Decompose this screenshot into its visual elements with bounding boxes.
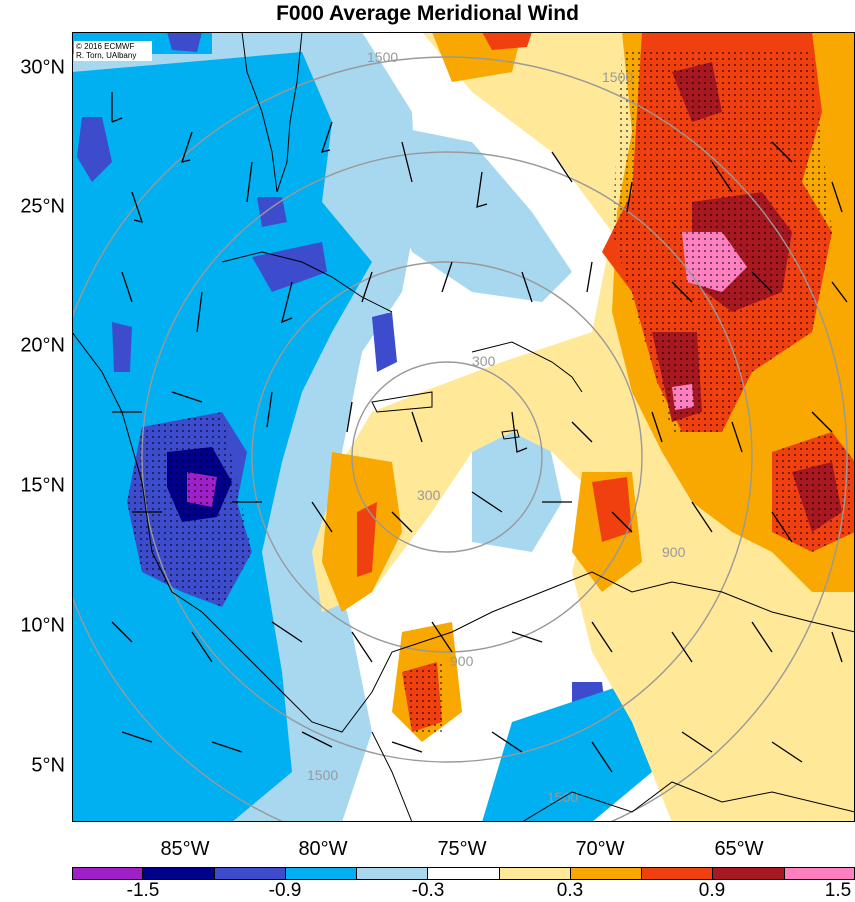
credit-box: © 2016 ECMWF R. Torn, UAlbany [74, 41, 152, 61]
meridional-wind-map: 300 300 900 900 1500 1500 1500 1500 [72, 32, 855, 822]
ring-label-300: 300 [472, 353, 496, 369]
ring-label-1500: 1500 [367, 49, 398, 65]
lat-label: 25°N [20, 195, 65, 218]
lon-label: 80°W [298, 838, 348, 860]
lat-label: 20°N [20, 334, 65, 357]
colorbar [72, 867, 855, 880]
colorbar-swatch [285, 867, 358, 880]
lat-label: 15°N [20, 474, 65, 497]
lat-label: 10°N [20, 614, 65, 637]
credit-line: R. Torn, UAlbany [76, 51, 137, 60]
ring-label-300: 300 [417, 487, 441, 503]
colorbar-swatch [428, 867, 500, 880]
colorbar-label: 0.9 [698, 880, 726, 901]
colorbar-swatch [143, 867, 215, 880]
wind-barbs [111, 92, 848, 773]
colorbar-frame [72, 867, 855, 880]
colorbar-swatch [499, 867, 571, 880]
colorbar-swatch [214, 867, 286, 880]
colorbar-label: 0.3 [556, 880, 584, 901]
colorbar-swatch [570, 867, 643, 880]
lon-label: 75°W [437, 838, 487, 860]
ring-label-1500: 1500 [307, 767, 338, 783]
colorbar-swatch [642, 867, 714, 880]
colorbar-swatch [72, 867, 144, 880]
ring-label-900: 900 [450, 653, 474, 669]
lat-label: 30°N [20, 56, 65, 79]
lon-label: 65°W [714, 838, 764, 860]
range-rings [72, 56, 848, 822]
lon-label: 70°W [575, 838, 625, 860]
colorbar-label: -0.3 [411, 880, 445, 901]
colorbar-label: -1.5 [126, 880, 160, 901]
lon-label: 85°W [160, 838, 210, 860]
lat-label: 5°N [31, 754, 65, 777]
colorbar-swatch [784, 867, 855, 880]
ring-label-900: 900 [662, 544, 686, 560]
colorbar-label: 1.5 [824, 880, 852, 901]
credit-line: © 2016 ECMWF [76, 42, 135, 51]
coastlines [72, 32, 855, 822]
ring-label-1500: 1500 [602, 69, 633, 85]
colorbar-swatch [713, 867, 785, 880]
map-title: F000 Average Meridional Wind [276, 2, 579, 25]
colorbar-label: -0.9 [268, 880, 302, 901]
shaded-wind-field [72, 32, 842, 822]
ring-label-1500: 1500 [547, 789, 578, 805]
colorbar-swatch [357, 867, 429, 880]
